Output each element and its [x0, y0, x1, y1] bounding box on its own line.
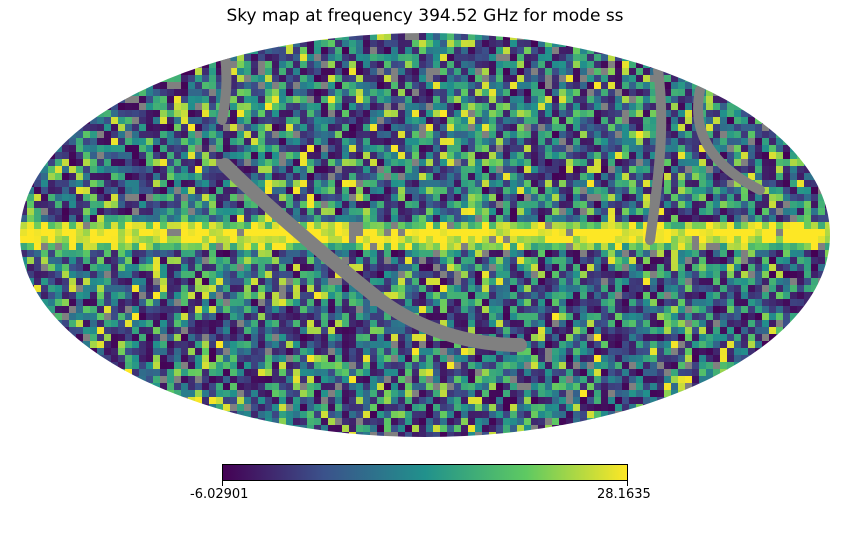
- map-title: Sky map at frequency 394.52 GHz for mode…: [226, 6, 624, 26]
- colorbar-min-label: -6.02901: [190, 487, 249, 502]
- masked-scan-band: [217, 50, 232, 125]
- map-pixels: [20, 33, 830, 437]
- masked-scan-band: [218, 158, 527, 352]
- colorbar-max-tick: [627, 481, 628, 486]
- masked-region: [217, 50, 765, 352]
- colorbar-min-tick: [222, 481, 223, 486]
- masked-scan-band: [645, 65, 667, 245]
- colorbar: [222, 464, 628, 481]
- colorbar-max-label: 28.1635: [597, 487, 651, 502]
- masked-scan-band: [693, 85, 765, 195]
